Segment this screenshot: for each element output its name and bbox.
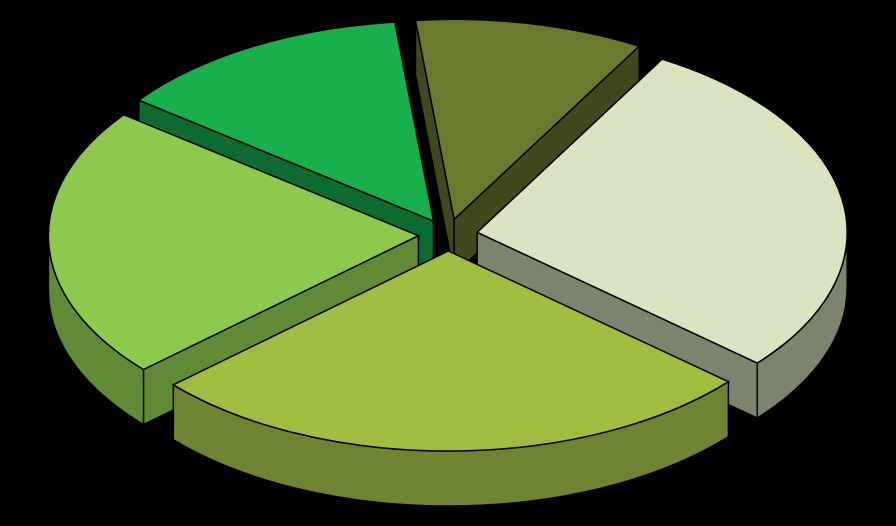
pie-chart-3d (0, 0, 896, 526)
pie-chart-svg (0, 0, 896, 526)
